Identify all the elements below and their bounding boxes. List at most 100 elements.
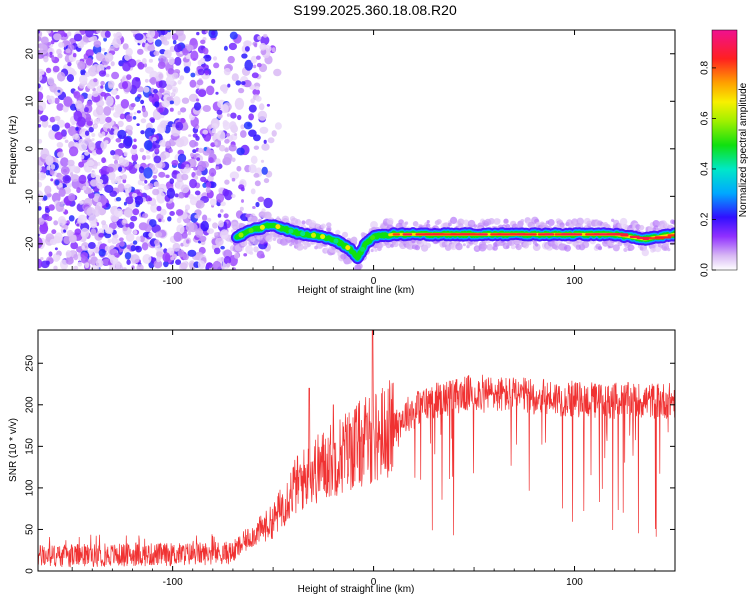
- heatmap-cell: [67, 62, 72, 67]
- colorbar-tick-label: 0.6: [700, 111, 711, 125]
- heatmap-cell: [143, 86, 150, 93]
- heatmap-cell: [190, 50, 199, 61]
- heatmap-cell: [503, 218, 509, 224]
- heatmap-cell: [38, 119, 41, 123]
- heatmap-cell: [256, 55, 261, 60]
- heatmap-cell: [161, 100, 170, 108]
- heatmap-cell: [153, 155, 162, 164]
- heatmap-cell: [125, 196, 134, 205]
- heatmap-cell: [38, 181, 43, 188]
- ridge-knot: [370, 235, 376, 241]
- heatmap-cell: [97, 179, 104, 184]
- heatmap-cell: [68, 126, 77, 137]
- heatmap-cell: [436, 219, 442, 225]
- heatmap-cell: [213, 247, 221, 255]
- heatmap-cell: [140, 118, 147, 124]
- colorbar-tick-label: 0.4: [700, 162, 711, 176]
- heatmap-cell: [142, 213, 149, 219]
- heatmap-cell: [194, 190, 201, 196]
- heatmap-cell: [150, 76, 157, 85]
- heatmap-cell: [168, 148, 173, 153]
- heatmap-cell: [197, 260, 206, 269]
- heatmap-cell: [141, 155, 147, 161]
- heatmap-cell: [522, 242, 530, 249]
- heatmap-cell: [227, 55, 235, 64]
- heatmap-cell: [184, 204, 191, 211]
- heatmap-cell: [244, 59, 253, 71]
- heatmap-cell: [192, 133, 198, 138]
- heatmap-cell: [68, 146, 79, 157]
- heatmap-cell: [110, 150, 116, 156]
- heatmap-cell: [39, 223, 49, 235]
- heatmap-cell: [105, 202, 110, 207]
- x-tick-label: 100: [566, 577, 583, 588]
- heatmap-cell: [176, 224, 185, 235]
- heatmap-cell: [78, 142, 88, 152]
- heatmap-cell: [104, 232, 112, 239]
- heatmap-cell: [136, 264, 144, 270]
- heatmap-cell: [136, 123, 140, 126]
- heatmap-cell: [222, 121, 231, 130]
- heatmap-cell: [196, 157, 201, 162]
- heatmap-cell: [139, 147, 145, 153]
- heatmap-cell: [123, 136, 133, 149]
- heatmap-cell: [105, 73, 110, 78]
- heatmap-cell: [79, 74, 88, 85]
- heatmap-cell: [259, 126, 269, 134]
- snr-x-axis-title: Height of straight line (km): [298, 584, 415, 595]
- heatmap-cell: [214, 232, 219, 236]
- heatmap-cell: [185, 55, 191, 60]
- heatmap-cell: [152, 188, 160, 196]
- heatmap-cell: [271, 47, 276, 53]
- heatmap-cell: [641, 248, 649, 257]
- heatmap-cell: [154, 148, 160, 153]
- heatmap-cell: [196, 98, 200, 102]
- heatmap-cell: [46, 165, 51, 171]
- heatmap-cell: [239, 206, 244, 211]
- heatmap-cell: [131, 192, 138, 198]
- heatmap-cell: [88, 126, 94, 133]
- heatmap-cell: [387, 217, 394, 225]
- heatmap-cell: [196, 170, 202, 176]
- heatmap-cell: [260, 211, 267, 218]
- heatmap-cell: [91, 138, 95, 142]
- heatmap-cell: [113, 234, 119, 239]
- heatmap-cell: [91, 35, 98, 42]
- heatmap-cell: [194, 175, 199, 180]
- heatmap-cell: [86, 159, 95, 167]
- heatmap-cell: [127, 129, 133, 136]
- heatmap-cell: [231, 177, 236, 182]
- heatmap-cell: [154, 101, 160, 108]
- heatmap-cell: [404, 221, 409, 225]
- heatmap-cell: [153, 88, 158, 94]
- heatmap-cell: [140, 130, 145, 135]
- heatmap-cell: [180, 163, 185, 170]
- heatmap-cell: [60, 157, 69, 167]
- heatmap-cell: [76, 223, 80, 227]
- heatmap-cell: [47, 41, 52, 46]
- heatmap-cell: [172, 242, 181, 252]
- heatmap-cell: [65, 256, 74, 265]
- heatmap-cell: [223, 45, 228, 51]
- heatmap-cell: [48, 251, 53, 257]
- heatmap-cell: [63, 235, 71, 245]
- heatmap-cell: [171, 33, 179, 41]
- heatmap-cell: [206, 148, 211, 154]
- heatmap-cell: [248, 113, 255, 121]
- heatmap-cell: [54, 115, 61, 121]
- heatmap-cell: [204, 70, 209, 76]
- heatmap-cell: [253, 145, 260, 150]
- heatmap-cell: [486, 243, 494, 251]
- heatmap-cell: [611, 218, 615, 222]
- heatmap-cell: [107, 238, 112, 244]
- heatmap-cell: [126, 74, 132, 80]
- heatmap-cell: [229, 171, 240, 180]
- heatmap-cell: [167, 30, 171, 33]
- heatmap-cell: [46, 215, 53, 222]
- heatmap-cell: [205, 30, 209, 34]
- heatmap-cell: [231, 194, 236, 198]
- heatmap-cell: [77, 218, 81, 223]
- heatmap-cell: [229, 121, 237, 131]
- heatmap-cell: [78, 161, 84, 168]
- heatmap-cell: [222, 188, 229, 197]
